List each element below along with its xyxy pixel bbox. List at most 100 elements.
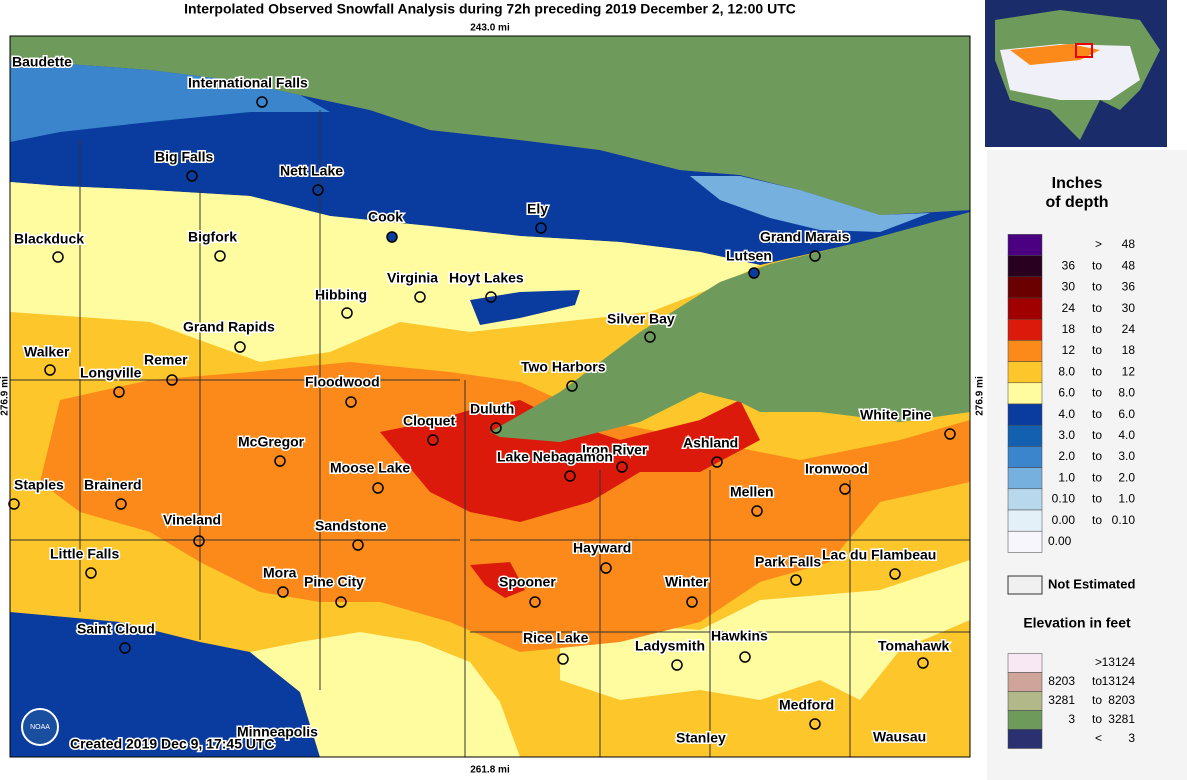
snow-region <box>560 560 970 700</box>
city-marker <box>274 455 286 467</box>
legend-label: 36 <box>1062 258 1076 272</box>
legend-swatch <box>1007 653 1043 673</box>
city-marker <box>839 483 851 495</box>
boundaries <box>10 110 970 757</box>
city-marker <box>564 470 576 482</box>
city-label: Cook <box>368 209 403 225</box>
map-frame <box>9 35 971 758</box>
scale-left: 276.9 mi <box>0 376 11 416</box>
legend-label: to <box>1092 407 1102 421</box>
legend-label: 8203 <box>1108 693 1135 707</box>
legend-label: 4.0 <box>1118 428 1135 442</box>
city-label: International Falls <box>188 75 308 91</box>
city-label: Grand Rapids <box>183 319 275 335</box>
city-label: Lake Nebagamon <box>497 449 613 465</box>
city-marker <box>485 291 497 303</box>
legend-swatch <box>1007 234 1043 256</box>
snow-region <box>10 60 330 142</box>
legend-label: Not Estimated <box>1048 576 1135 591</box>
scale-bottom: 261.8 mi <box>470 765 510 776</box>
city-label: Hayward <box>573 540 631 556</box>
legend-swatch <box>1007 276 1043 299</box>
snow-region <box>380 400 760 522</box>
legend-label: > <box>1095 655 1102 669</box>
legend-label: > <box>1095 237 1102 251</box>
city-label: McGregor <box>238 434 305 450</box>
city-label: Tomahawk <box>878 638 950 654</box>
legend-label: to <box>1092 280 1102 294</box>
city-marker <box>372 482 384 494</box>
city-marker <box>414 291 426 303</box>
snow-region <box>690 176 930 232</box>
city-marker <box>119 642 131 654</box>
legend-label: 13124 <box>1102 655 1136 669</box>
legend-label: 1.0 <box>1118 492 1135 506</box>
city-marker <box>809 250 821 262</box>
city-label: White Pine <box>860 407 932 423</box>
legend-title: of depth <box>1045 194 1108 211</box>
legend-label: 3.0 <box>1058 428 1075 442</box>
map: NOAA Created 2019 Dec 9, 17:45 UTC Baude… <box>8 35 971 758</box>
city-label: Big Falls <box>155 149 214 165</box>
city-marker <box>671 659 683 671</box>
city-label: Stanley <box>676 730 726 746</box>
legend-label: to <box>1092 386 1102 400</box>
city-label: Hawkins <box>711 628 768 644</box>
city-marker <box>751 505 763 517</box>
snow-region <box>470 290 580 325</box>
legend-label: 0.10 <box>1052 492 1076 506</box>
legend-swatch <box>1007 509 1043 532</box>
city-marker <box>234 341 246 353</box>
legend-swatch <box>1007 382 1043 405</box>
city-marker <box>277 586 289 598</box>
city-label: Ladysmith <box>635 638 705 654</box>
legend: Inches of depth Not Estimated Elevation … <box>987 150 1187 780</box>
city-label: Saint Cloud <box>77 621 155 637</box>
city-label: Longville <box>80 365 142 381</box>
city-label: Park Falls <box>755 554 821 570</box>
scale-top: 243.0 mi <box>470 23 510 34</box>
legend-label: to <box>1092 301 1102 315</box>
legend-label: 6.0 <box>1118 407 1135 421</box>
snow-region <box>10 612 320 757</box>
legend-label: to <box>1092 470 1102 484</box>
legend-label: 36 <box>1122 280 1136 294</box>
city-marker <box>427 434 439 446</box>
legend-label: to <box>1092 513 1102 527</box>
city-label: Duluth <box>470 401 514 417</box>
city-marker <box>312 184 324 196</box>
legend-label: 0.00 <box>1048 534 1072 548</box>
city-marker <box>686 596 698 608</box>
inset-snow <box>1010 44 1100 65</box>
legend-label: to <box>1092 343 1102 357</box>
city-label: Silver Bay <box>607 311 675 327</box>
city-marker <box>557 653 569 665</box>
city-marker <box>490 422 502 434</box>
snow-region <box>470 562 525 598</box>
legend-label: to <box>1092 693 1102 707</box>
legend-label: to <box>1092 258 1102 272</box>
city-label: Iron River <box>582 442 648 458</box>
city-label: Remer <box>144 352 188 368</box>
city-label: Baudette <box>12 54 72 70</box>
city-label: Minneapolis <box>237 724 318 740</box>
city-marker <box>944 428 956 440</box>
city-label: Cloquet <box>403 413 455 429</box>
city-marker <box>529 596 541 608</box>
legend-label: 48 <box>1122 237 1136 251</box>
city-label: Lutsen <box>726 248 772 264</box>
city-marker <box>193 535 205 547</box>
city-marker <box>8 498 20 510</box>
legend-swatch <box>1007 467 1043 490</box>
city-marker <box>352 539 364 551</box>
legend-label: 3 <box>1068 712 1075 726</box>
legend-label: 2.0 <box>1058 449 1075 463</box>
city-label: Mellen <box>730 484 774 500</box>
city-label: Brainerd <box>84 477 142 493</box>
city-marker <box>566 380 578 392</box>
legend-label: to <box>1092 492 1102 506</box>
city-label: Rice Lake <box>523 630 589 646</box>
county-line <box>79 110 851 757</box>
city-marker <box>186 170 198 182</box>
legend-label: 0.00 <box>1052 513 1076 527</box>
